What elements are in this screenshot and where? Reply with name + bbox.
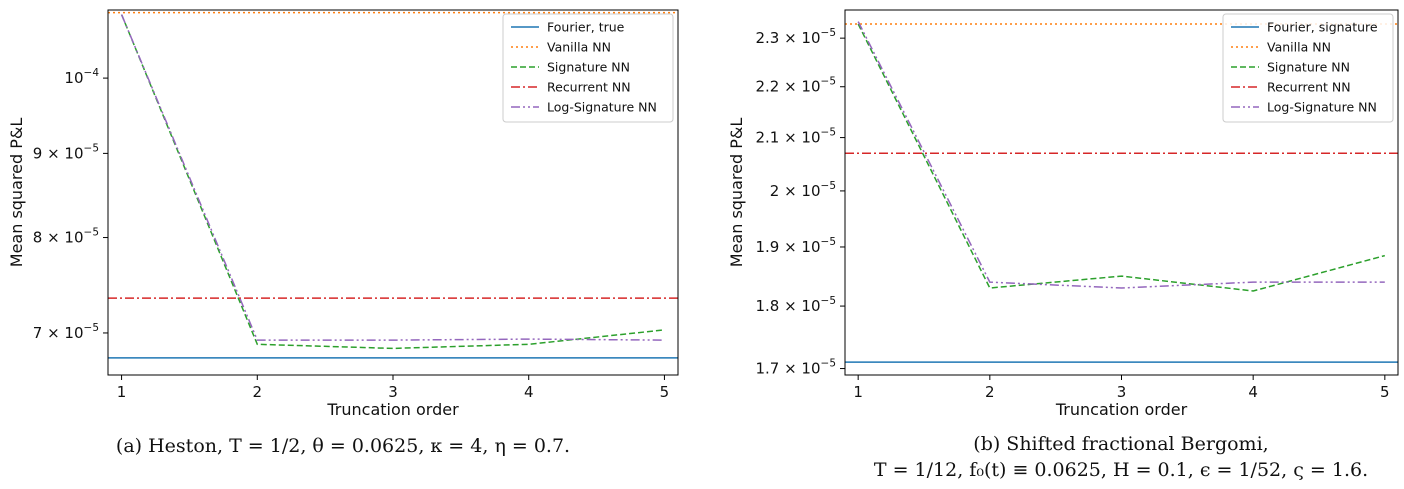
series-line-signature-nn [120,14,665,350]
x-tick-label: 1 [853,383,863,401]
x-tick-label: 3 [1117,383,1127,401]
legend-label: Vanilla NN [1267,40,1331,55]
x-tick-label: 3 [388,383,398,401]
legend-label: Log-Signature NN [1267,100,1377,115]
legend-label: Recurrent NN [547,80,631,95]
x-tick-label: 1 [117,383,127,401]
series-line-signature-nn [857,23,1385,292]
panel-a-heston: 1 2 3 4 5 7 × 10−5 8 × 10−5 9 × 10−5 10−4 Truncat… [7,9,679,457]
x-tick-label: 4 [1248,383,1258,401]
legend-label: Signature NN [547,60,630,75]
series-line-log-signature-nn [120,14,665,341]
y-axis-label: Mean squared P&L [7,118,26,268]
legend-label: Log-Signature NN [547,100,657,115]
figure-caption: (b) Shifted fractional Bergomi, [973,433,1268,455]
legend-box [502,13,674,123]
x-tick-label: 2 [253,383,263,401]
x-tick-label: 4 [524,383,534,401]
y-tick-label: 2 × 10−5 [770,180,836,200]
legend-label: Recurrent NN [1267,80,1351,95]
legend-box [1222,13,1394,123]
legend-label: Signature NN [1267,60,1350,75]
x-tick-label: 5 [660,383,670,401]
legend-label: Vanilla NN [547,40,611,55]
y-tick-label: 7 × 10−5 [33,322,99,342]
y-tick-label: 2.3 × 10−5 [755,27,836,47]
y-tick-label: 2.1 × 10−5 [755,127,836,147]
series-line-log-signature-nn [857,21,1385,289]
figure-caption: (a) Heston, T = 1/2, θ = 0.0625, κ = 4, … [116,435,570,457]
y-tick-label: 9 × 10−5 [33,142,99,162]
y-tick-label: 1.9 × 10−5 [755,236,836,256]
y-axis-label: Mean squared P&L [727,118,746,268]
x-axis-label: Truncation order [1055,400,1188,419]
y-tick-label: 1.8 × 10−5 [755,295,836,315]
legend-label: Fourier, true [547,20,625,35]
x-tick-label: 2 [985,383,995,401]
legend: Fourier, signature Vanilla NN Signature NN… [1222,13,1394,123]
panel-b-bergomi: 1 2 3 4 5 1.7 × 10−5 1.8 × 10−5 1.9 × 10−5 2 × 1… [727,9,1399,481]
x-tick-label: 5 [1380,383,1390,401]
y-tick-label: 10−4 [64,67,99,87]
y-tick-label: 2.2 × 10−5 [755,76,836,96]
series-group [108,11,678,359]
y-tick-label: 1.7 × 10−5 [755,358,836,378]
x-axis-label: Truncation order [326,400,459,419]
legend: Fourier, true Vanilla NN Signature NN Recur… [502,13,674,123]
y-tick-label: 8 × 10−5 [33,227,99,247]
figure-caption: T = 1/12, f₀(t) ≡ 0.0625, H = 0.1, ϵ = 1… [874,459,1368,481]
legend-label: Fourier, signature [1267,20,1378,35]
